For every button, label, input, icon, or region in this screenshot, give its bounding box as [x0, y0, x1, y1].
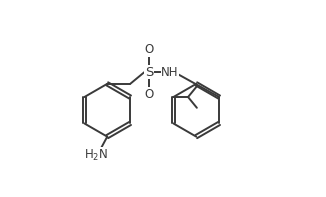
Text: O: O: [145, 43, 154, 56]
Text: H$_2$N: H$_2$N: [84, 148, 109, 163]
Text: NH: NH: [161, 66, 179, 79]
Text: O: O: [145, 88, 154, 101]
Text: S: S: [145, 66, 154, 79]
